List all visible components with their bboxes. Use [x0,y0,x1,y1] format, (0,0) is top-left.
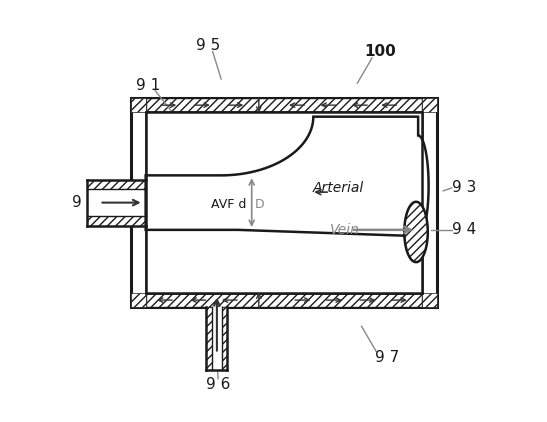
Text: Arterial: Arterial [313,181,364,195]
Text: Vein: Vein [330,223,360,237]
Bar [146,113,422,293]
Text: 9 5: 9 5 [196,38,220,53]
Polygon shape [404,202,428,262]
Text: 9 3: 9 3 [452,181,476,195]
Bar [206,307,212,370]
Bar [87,189,146,216]
Text: 9 2: 9 2 [72,195,96,210]
Text: 9 1: 9 1 [136,78,160,93]
Bar [87,216,146,226]
Text: 9 7: 9 7 [375,350,399,365]
Text: D: D [255,198,264,211]
Bar [146,98,422,113]
Bar [131,98,437,307]
Text: 100: 100 [364,44,396,59]
Bar [422,293,437,307]
Bar [146,293,422,307]
Bar [422,98,437,113]
Bar [222,307,228,370]
Bar [87,179,146,189]
Bar [131,98,146,113]
Text: 9 6: 9 6 [206,377,230,392]
Bar [131,293,146,307]
Text: 9 4: 9 4 [452,222,476,237]
Polygon shape [146,116,429,236]
Bar [212,307,222,370]
Bar [146,113,422,293]
Bar [146,113,422,293]
Text: AVF d: AVF d [211,198,246,211]
